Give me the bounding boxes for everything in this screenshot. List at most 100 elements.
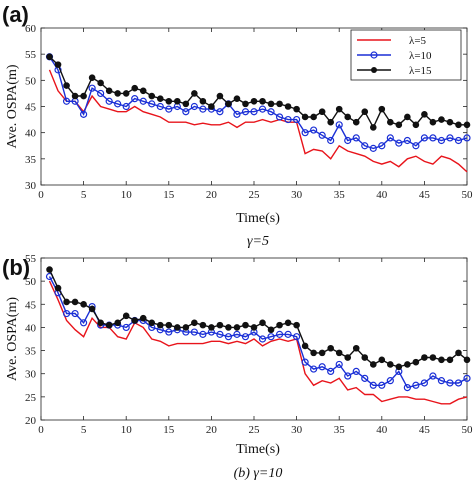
x-tick-label: 25 — [249, 189, 261, 201]
y-tick-label: 50 — [25, 75, 37, 87]
series-2-point — [310, 365, 318, 373]
x-tick-label: 40 — [376, 189, 388, 201]
y-tick-label: 45 — [25, 102, 37, 114]
series-3-point — [63, 82, 70, 89]
series-2-point — [386, 134, 394, 142]
series-2-point — [403, 136, 411, 145]
legend-entry: λ=10 — [409, 50, 432, 62]
series-2-point — [216, 108, 224, 116]
y-tick-label: 50 — [25, 276, 37, 288]
series-3-point — [310, 349, 317, 357]
series-3-point — [395, 121, 403, 129]
series-3-point — [344, 354, 352, 361]
x-tick-label: 5 — [81, 189, 87, 201]
x-tick-label: 50 — [462, 424, 474, 436]
x-tick-label: 15 — [163, 189, 175, 201]
series-2-point — [301, 358, 309, 366]
x-tick-label: 5 — [81, 424, 87, 436]
series-2-point — [97, 89, 105, 98]
series-3-point — [174, 324, 181, 331]
series-3-point — [293, 105, 300, 113]
series-2-point — [156, 102, 164, 111]
series-3-point — [310, 113, 317, 121]
series-2-point — [284, 330, 292, 338]
x-tick-label: 20 — [206, 189, 218, 201]
series-3-point — [404, 113, 411, 121]
series-3-point — [455, 121, 462, 129]
series-3-point — [429, 118, 437, 126]
series-2-point — [420, 134, 428, 142]
series-3-point — [80, 92, 87, 100]
series-2-point — [412, 142, 420, 150]
series-3-point — [114, 319, 121, 327]
x-tick-label: 45 — [419, 424, 431, 436]
series-2-point — [403, 384, 411, 392]
x-axis-label: Time(s) — [236, 211, 280, 226]
series-3-point — [352, 118, 360, 126]
series-3-point — [71, 298, 79, 306]
series-2-point — [71, 309, 79, 318]
x-tick-label: 30 — [291, 189, 303, 201]
series-2-point — [335, 121, 343, 129]
series-3-point — [54, 284, 62, 292]
series-3-point — [378, 356, 386, 364]
series-3-point — [233, 95, 241, 102]
series-2-point — [386, 377, 394, 385]
series-3-point — [88, 74, 96, 82]
panel-b: (b) 0 5 10 15 20 25 30 35 40 45 50 20 25 30 35 40 45 50 55 T… — [2, 253, 473, 481]
panel-caption: γ=5 — [247, 234, 269, 249]
series-2-point — [139, 97, 147, 105]
series-3-point — [225, 100, 232, 108]
y-tick-label: 55 — [25, 49, 37, 61]
series-3-point — [250, 97, 258, 105]
series-3-point — [429, 354, 437, 361]
series-3-point — [182, 324, 190, 331]
panel-label: (b) — [2, 255, 30, 280]
series-2-point — [284, 115, 292, 124]
series-3-point — [276, 100, 283, 108]
series-3-point — [387, 361, 394, 368]
series-2-point — [361, 142, 369, 150]
series-3-point — [139, 314, 147, 322]
series-2-point — [446, 379, 454, 387]
series-3-point — [318, 108, 326, 116]
series-3-point — [105, 321, 113, 329]
series-2-point — [429, 372, 437, 380]
legend-swatch-marker — [371, 67, 377, 73]
series-3-point — [361, 354, 369, 361]
series-3-point — [344, 113, 352, 121]
series-2-point — [335, 360, 343, 369]
series-3-point — [463, 356, 471, 364]
series-2-point — [344, 136, 352, 145]
series-3-point — [361, 108, 369, 116]
series-2-point — [241, 108, 250, 116]
series-2-point — [463, 134, 471, 142]
series-3-point — [259, 319, 266, 327]
y-tick-label: 45 — [25, 299, 37, 311]
series-3-point — [378, 105, 386, 113]
series-3-point — [233, 324, 241, 331]
series-3-point — [369, 124, 377, 131]
series-3-point — [412, 358, 420, 366]
y-tick-label: 40 — [25, 322, 37, 334]
series-2-point — [122, 323, 130, 332]
series-3-point — [46, 266, 53, 273]
series-line-2 — [48, 276, 468, 389]
x-tick-label: 50 — [462, 189, 474, 201]
panel-label: (a) — [2, 2, 29, 27]
series-2-point — [361, 374, 369, 382]
series-3-point — [54, 61, 62, 68]
series-3-point — [63, 298, 70, 306]
series-2-point — [199, 105, 207, 113]
series-2-point — [267, 333, 275, 341]
series-2-point — [148, 100, 156, 108]
series-2-point — [62, 309, 71, 318]
series-2-point — [327, 367, 335, 375]
series-3-point — [156, 321, 164, 329]
series-line-3 — [48, 269, 468, 368]
series-2-point — [318, 131, 326, 139]
series-3-point — [463, 121, 471, 129]
series-3-point — [404, 361, 411, 368]
series-3-point — [156, 95, 164, 102]
